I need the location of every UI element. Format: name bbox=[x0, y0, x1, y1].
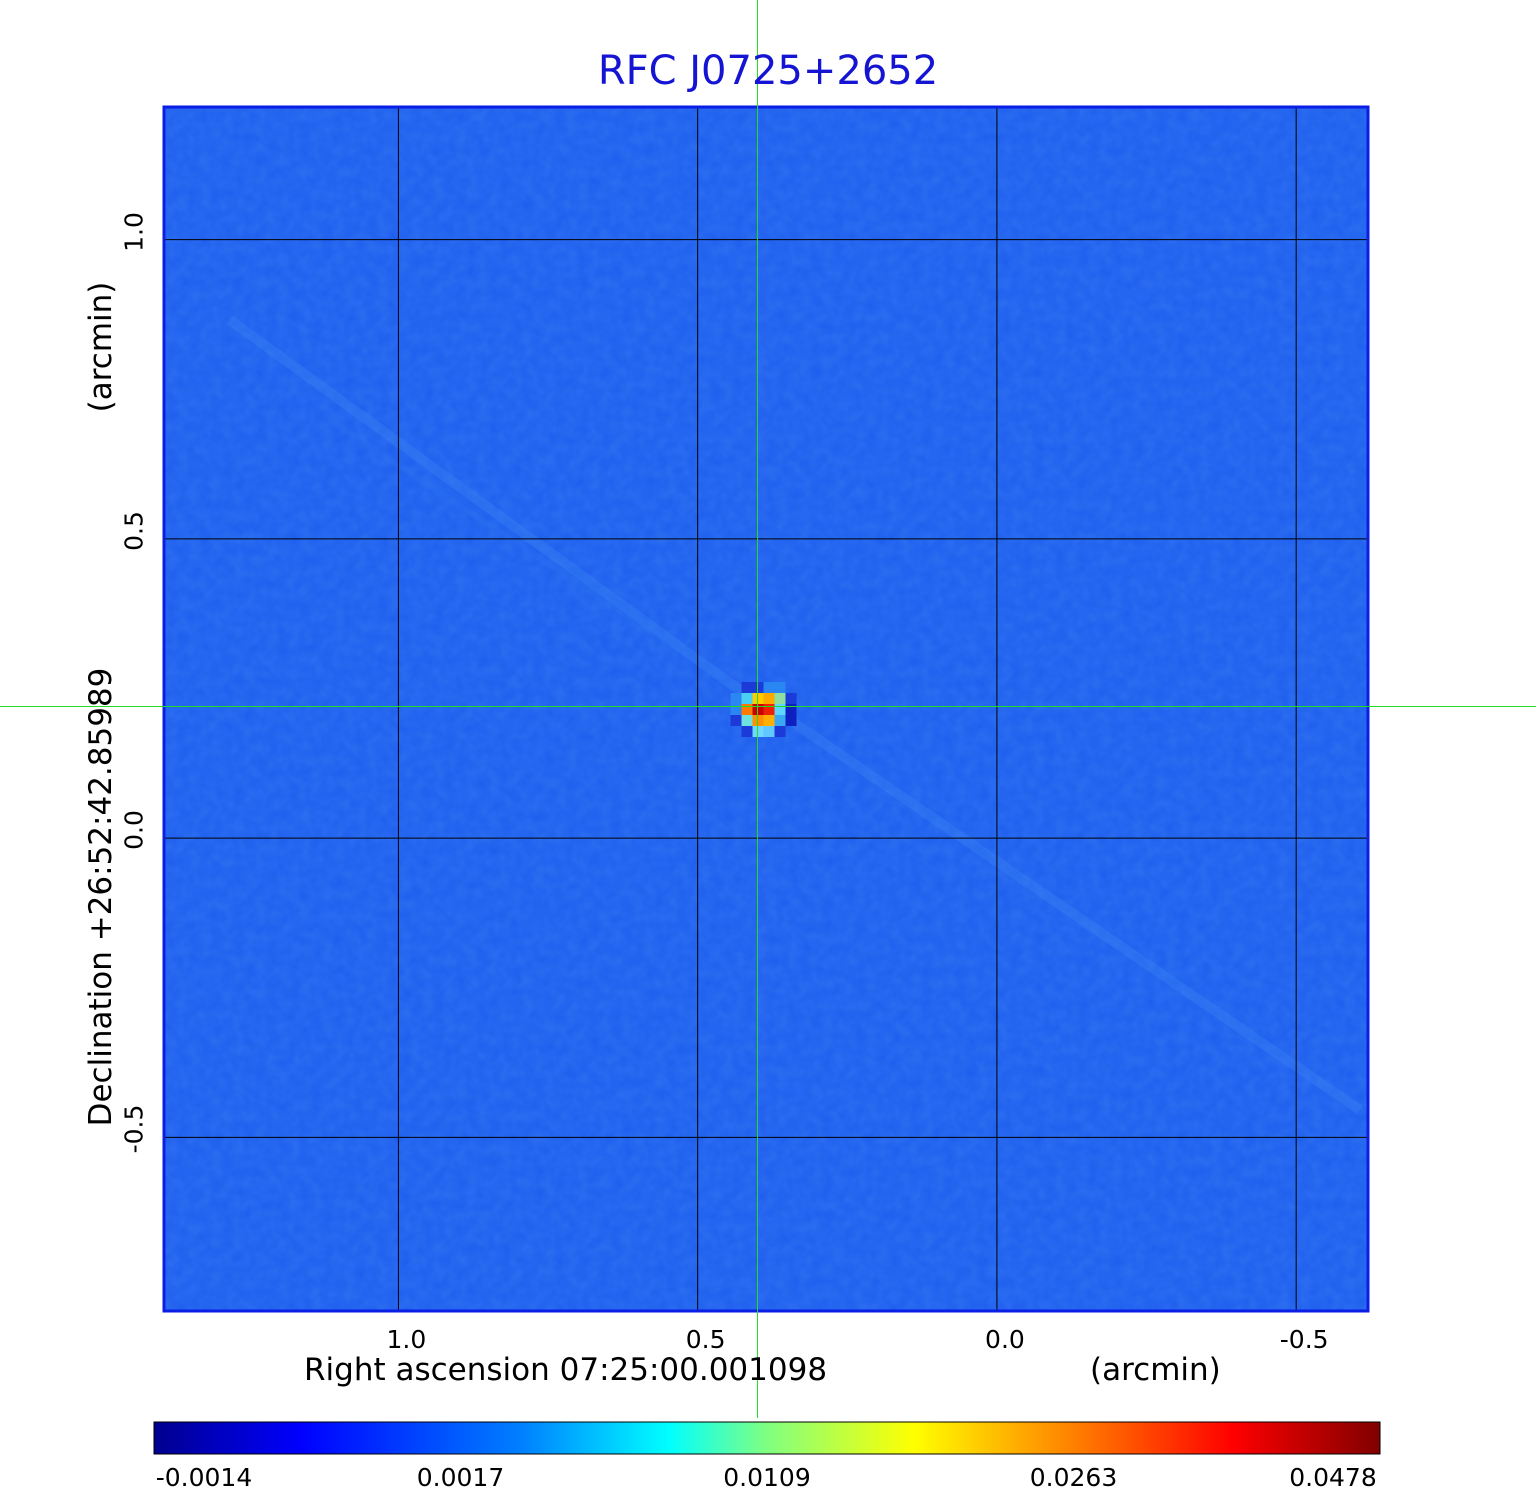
source-pixel bbox=[730, 704, 742, 715]
source-pixel bbox=[741, 682, 753, 693]
y-tick-label: 0.5 bbox=[119, 511, 149, 551]
colorbar bbox=[153, 1421, 1381, 1455]
sidelobe-streak bbox=[787, 715, 1363, 1115]
source-pixel bbox=[774, 704, 786, 715]
x-axis-unit: (arcmin) bbox=[1090, 1352, 1221, 1388]
colorbar-tick-label: -0.0014 bbox=[155, 1463, 253, 1492]
source-pixel bbox=[730, 693, 742, 704]
x-tick-label: -0.5 bbox=[1279, 1325, 1329, 1354]
source-pixel bbox=[741, 693, 753, 704]
source-pixel bbox=[763, 693, 775, 704]
x-tick-label: 0.0 bbox=[985, 1325, 1025, 1354]
source-pixel bbox=[741, 704, 753, 715]
y-axis-label: Declination +26:52:42.85989 bbox=[83, 667, 119, 1127]
source-pixel bbox=[774, 715, 786, 726]
crosshair bbox=[0, 0, 1536, 1418]
source-pixel bbox=[763, 682, 775, 693]
colorbar-tick-label: 0.0017 bbox=[416, 1463, 505, 1492]
colorbar-tick-label: 0.0263 bbox=[1029, 1463, 1118, 1492]
y-tick-label: -0.5 bbox=[119, 1105, 149, 1154]
sidelobe-streak bbox=[227, 315, 763, 710]
source-pixel bbox=[730, 715, 742, 726]
y-tick-label: 0.0 bbox=[119, 810, 149, 851]
source-pixel bbox=[785, 715, 797, 726]
y-axis-unit: (arcmin) bbox=[83, 281, 119, 413]
source-pixel bbox=[774, 726, 786, 737]
x-tick-label: 0.5 bbox=[685, 1325, 726, 1354]
source-pixel bbox=[741, 715, 753, 726]
colorbar-tick-label: 0.0109 bbox=[723, 1463, 811, 1492]
colorbar-tick-label: 0.0478 bbox=[1289, 1463, 1377, 1492]
coordinate-grid bbox=[165, 108, 1368, 1311]
source-pixel bbox=[785, 704, 797, 715]
source-pixel bbox=[763, 715, 775, 726]
source-pixel bbox=[741, 726, 753, 737]
x-axis-label: Right ascension 07:25:00.001098 bbox=[304, 1352, 828, 1388]
source-pixel bbox=[763, 726, 775, 737]
source-pixel bbox=[763, 704, 775, 715]
chart-title: RFC J0725+2652 bbox=[597, 48, 939, 94]
image-frame bbox=[162, 105, 1370, 1313]
source-pixel bbox=[785, 693, 797, 704]
image-panel bbox=[162, 105, 1370, 1313]
source-pixel bbox=[774, 693, 786, 704]
y-tick-label: 1.0 bbox=[119, 211, 149, 252]
x-tick-label: 1.0 bbox=[386, 1325, 427, 1354]
source-pixel bbox=[774, 682, 786, 693]
